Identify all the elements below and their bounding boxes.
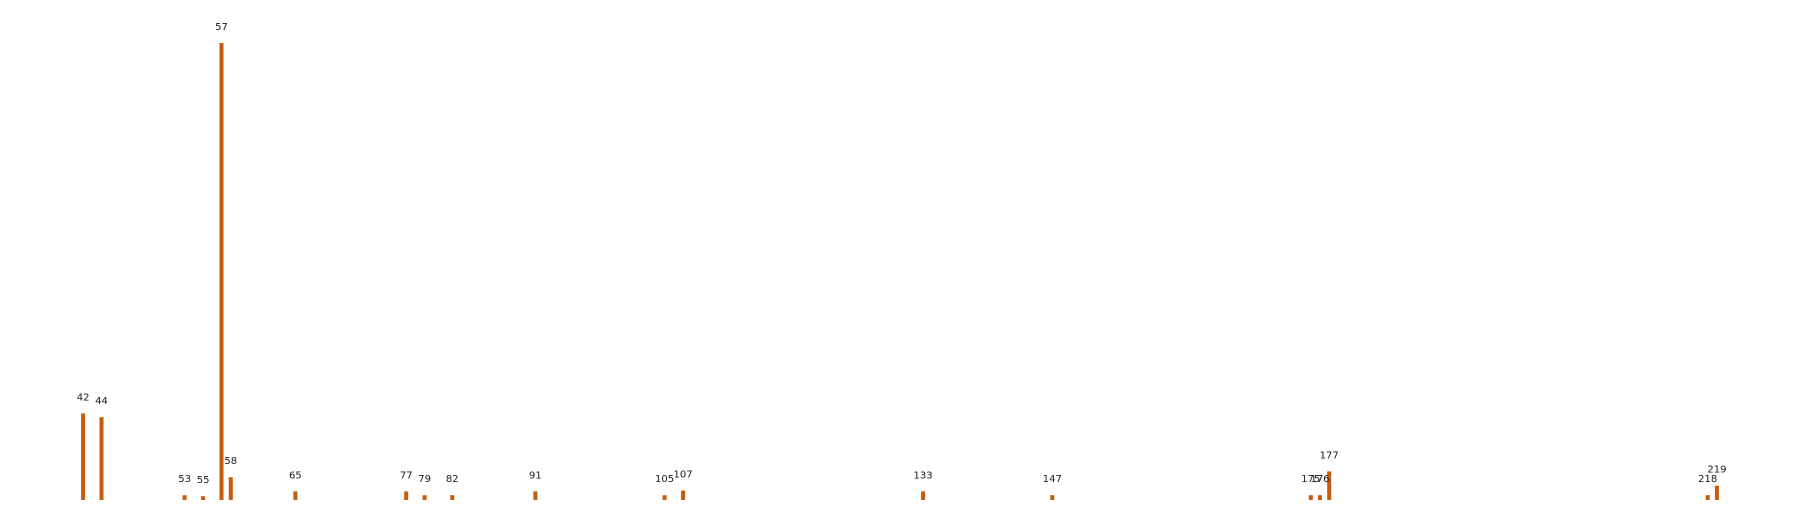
bar-42 bbox=[81, 413, 86, 500]
bar-219 bbox=[1714, 485, 1719, 500]
data-label-91: 91 bbox=[529, 470, 542, 481]
bar-218 bbox=[1705, 495, 1710, 500]
bar-82 bbox=[450, 495, 455, 500]
bar-107 bbox=[681, 490, 686, 500]
bar-147 bbox=[1050, 495, 1055, 500]
bar-77 bbox=[404, 491, 409, 500]
data-label-175: 175 bbox=[1301, 474, 1320, 485]
bar-177 bbox=[1327, 471, 1332, 500]
bar-53 bbox=[182, 495, 187, 500]
bar-79 bbox=[422, 495, 427, 500]
bar-133 bbox=[921, 491, 926, 500]
data-label-44: 44 bbox=[95, 396, 108, 407]
data-label-79: 79 bbox=[418, 474, 431, 485]
data-label-42: 42 bbox=[77, 392, 90, 403]
data-label-77: 77 bbox=[400, 470, 413, 481]
data-label-65: 65 bbox=[289, 470, 302, 481]
data-label-147: 147 bbox=[1043, 474, 1062, 485]
data-label-219: 219 bbox=[1707, 465, 1726, 476]
data-label-55: 55 bbox=[197, 475, 210, 486]
data-label-107: 107 bbox=[674, 470, 693, 481]
data-label-105: 105 bbox=[655, 474, 674, 485]
bar-175 bbox=[1308, 495, 1313, 500]
data-labels-layer: 42 44 53 55 57 58 65 77 79 82 91 105 107 133 147 175176… bbox=[77, 22, 1727, 486]
bar-58 bbox=[228, 477, 233, 500]
data-label-58: 58 bbox=[224, 456, 237, 467]
data-label-57: 57 bbox=[215, 22, 228, 33]
bar-57 bbox=[219, 43, 224, 500]
data-label-53: 53 bbox=[178, 474, 191, 485]
bar-55 bbox=[201, 496, 206, 500]
bar-65 bbox=[293, 491, 298, 500]
bars-layer bbox=[81, 43, 1719, 500]
data-label-82: 82 bbox=[446, 474, 459, 485]
bar-176 bbox=[1318, 495, 1322, 500]
bar-105 bbox=[662, 495, 667, 500]
data-label-133: 133 bbox=[914, 470, 933, 481]
data-label-177: 177 bbox=[1320, 450, 1339, 461]
data-label-218: 218 bbox=[1698, 474, 1717, 485]
bar-91 bbox=[533, 491, 538, 500]
bar-44 bbox=[99, 417, 104, 500]
data-label-176: 176 bbox=[1310, 474, 1329, 485]
